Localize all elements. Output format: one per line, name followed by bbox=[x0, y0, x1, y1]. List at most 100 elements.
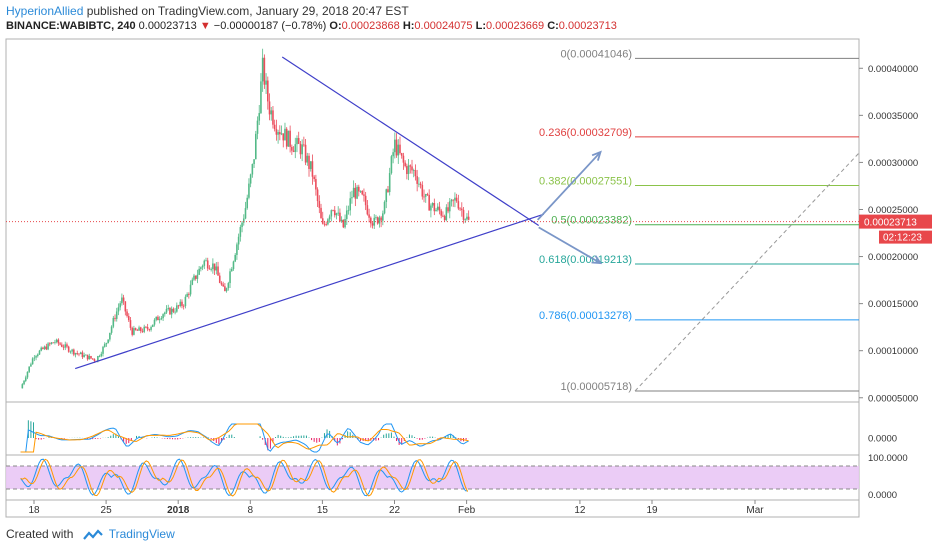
up-projection-arrow bbox=[537, 151, 602, 221]
y-tick-label: 0.00005000 bbox=[868, 393, 918, 404]
tradingview-logo-icon bbox=[82, 529, 103, 540]
candle-body bbox=[301, 144, 303, 155]
candle-body bbox=[198, 268, 200, 275]
candle-body bbox=[447, 207, 449, 212]
candle-body bbox=[382, 213, 384, 221]
candle-body bbox=[35, 356, 37, 358]
candle-body bbox=[237, 236, 240, 245]
symbol-label[interactable]: BINANCE:WABIBTC, 240 bbox=[6, 20, 136, 32]
candle-body bbox=[354, 187, 357, 199]
candle-body bbox=[28, 366, 30, 372]
candle-body bbox=[145, 326, 147, 328]
candle-body bbox=[356, 186, 358, 199]
last-price: 0.00023713 bbox=[138, 20, 197, 32]
candle-body bbox=[124, 301, 127, 312]
candle-body bbox=[464, 219, 467, 221]
candle-body bbox=[93, 359, 96, 361]
candle-body bbox=[448, 201, 451, 212]
candle-body bbox=[280, 133, 283, 135]
candle-body bbox=[23, 380, 25, 385]
candle-body bbox=[45, 346, 48, 350]
candle-body bbox=[160, 318, 163, 320]
publish-header: HyperionAllied published on TradingView.… bbox=[6, 3, 926, 19]
fib-level-label: 0.5(0.00023382) bbox=[551, 215, 632, 227]
candle-body bbox=[107, 339, 109, 343]
candle-body bbox=[340, 219, 343, 222]
candle-body bbox=[412, 170, 415, 171]
candle-body bbox=[443, 216, 446, 221]
candle-body bbox=[400, 153, 403, 156]
candle-body bbox=[126, 311, 128, 317]
candle-body bbox=[267, 80, 269, 102]
candle-body bbox=[229, 271, 231, 284]
candle-body bbox=[282, 133, 285, 141]
candle-body bbox=[364, 195, 367, 206]
candle-body bbox=[275, 129, 278, 135]
low-label: L: bbox=[475, 20, 486, 32]
tradingview-link[interactable]: TradingView bbox=[108, 527, 175, 541]
candle-body bbox=[272, 110, 274, 125]
candle-body bbox=[388, 173, 391, 193]
candle-body bbox=[409, 165, 412, 167]
publish-info: published on TradingView.com, January 29… bbox=[83, 4, 409, 18]
candle-body bbox=[315, 179, 317, 190]
candle-body bbox=[397, 144, 400, 156]
candle-body bbox=[85, 354, 87, 356]
candle-body bbox=[100, 353, 103, 357]
candle-body bbox=[395, 139, 398, 156]
candle-body bbox=[78, 353, 80, 355]
candle-body bbox=[399, 144, 401, 154]
candle-body bbox=[407, 165, 410, 175]
x-tick-label: 15 bbox=[317, 505, 329, 516]
candle-body bbox=[457, 201, 460, 209]
candle-body bbox=[292, 150, 295, 152]
candle-body bbox=[378, 217, 381, 224]
candle-body bbox=[337, 212, 339, 214]
candle-body bbox=[426, 194, 429, 196]
candle-body bbox=[248, 183, 250, 198]
candle-body bbox=[297, 138, 300, 144]
candle-body bbox=[414, 170, 417, 177]
candle-body bbox=[151, 324, 154, 327]
candle-body bbox=[167, 307, 170, 309]
candle-body bbox=[330, 210, 333, 217]
fib-level-label: 0.382(0.00027551) bbox=[539, 175, 632, 187]
candle-body bbox=[98, 356, 101, 357]
candle-body bbox=[148, 329, 151, 331]
candle-body bbox=[328, 216, 331, 220]
candle-body bbox=[83, 354, 85, 358]
candle-body bbox=[284, 128, 286, 141]
candle-body bbox=[26, 371, 29, 378]
x-tick-label: 25 bbox=[101, 505, 113, 516]
candle-body bbox=[270, 110, 273, 115]
candle-body bbox=[418, 183, 420, 185]
candle-body bbox=[90, 355, 92, 359]
low-value: 0.00023669 bbox=[486, 20, 545, 32]
candlestick-series bbox=[21, 48, 470, 389]
candle-body bbox=[24, 377, 27, 381]
high-value: 0.00024075 bbox=[414, 20, 473, 32]
candle-body bbox=[291, 146, 293, 151]
resistance-trendline bbox=[281, 56, 540, 226]
candle-body bbox=[339, 212, 341, 222]
candle-body bbox=[59, 343, 61, 345]
candle-body bbox=[129, 320, 132, 328]
macd-tick-label: 0.0000 bbox=[868, 434, 897, 445]
author-link[interactable]: HyperionAllied bbox=[6, 4, 84, 18]
candle-body bbox=[435, 209, 437, 212]
candle-body bbox=[97, 356, 99, 362]
candle-body bbox=[146, 327, 149, 330]
candle-body bbox=[263, 57, 266, 85]
candle-body bbox=[294, 144, 297, 152]
candle-body bbox=[102, 346, 104, 354]
candle-body bbox=[424, 194, 427, 197]
candle-body bbox=[150, 326, 152, 330]
close-value: 0.00023713 bbox=[558, 20, 617, 32]
candle-body bbox=[220, 282, 223, 285]
candle-body bbox=[251, 164, 254, 175]
candle-body bbox=[215, 266, 218, 271]
candle-body bbox=[133, 328, 135, 335]
candle-body bbox=[452, 199, 455, 201]
y-tick-label: 0.00025000 bbox=[868, 205, 918, 216]
